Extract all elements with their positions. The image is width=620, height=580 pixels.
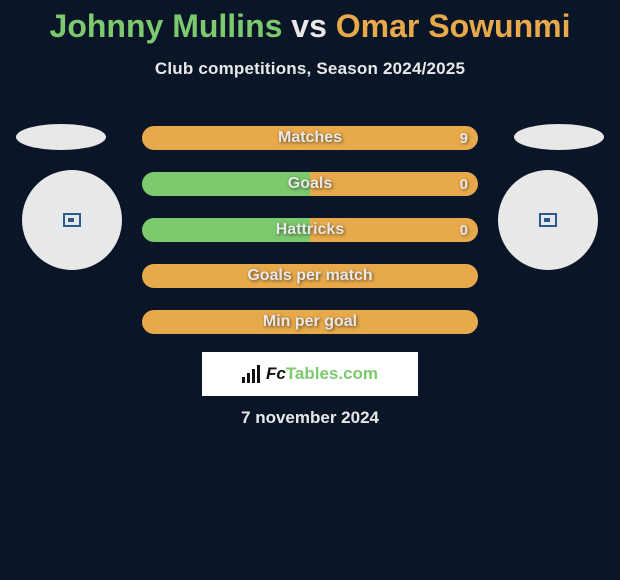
- player2-name: Omar Sowunmi: [336, 8, 571, 44]
- player2-avatar: [498, 170, 598, 270]
- stat-bar: Matches 9: [142, 126, 478, 150]
- stat-bar: Hattricks 0: [142, 218, 478, 242]
- player1-head-ellipse: [16, 124, 106, 150]
- stat-label: Hattricks: [276, 221, 344, 239]
- date-text: 7 november 2024: [0, 408, 620, 428]
- stat-label: Min per goal: [263, 313, 357, 331]
- subtitle: Club competitions, Season 2024/2025: [0, 59, 620, 79]
- vs-text: vs: [291, 8, 327, 44]
- stat-right-value: 0: [460, 176, 468, 193]
- player1-avatar: [22, 170, 122, 270]
- stat-label: Goals per match: [247, 267, 372, 285]
- logo-bars-icon: [242, 365, 260, 383]
- stat-label: Matches: [278, 129, 342, 147]
- fctables-logo: FcTables.com: [202, 352, 418, 396]
- logo-prefix: Fc: [266, 364, 286, 383]
- logo-text: FcTables.com: [266, 364, 378, 384]
- stat-right-value: 0: [460, 222, 468, 239]
- avatar-placeholder-icon: [539, 213, 557, 227]
- stat-bar: Min per goal: [142, 310, 478, 334]
- comparison-title: Johnny Mullins vs Omar Sowunmi: [0, 0, 620, 45]
- avatar-placeholder-icon: [63, 213, 81, 227]
- logo-suffix: Tables.com: [286, 364, 378, 383]
- stat-bar: Goals 0: [142, 172, 478, 196]
- stats-bars: Matches 9 Goals 0 Hattricks 0 Goals per match M…: [142, 126, 478, 356]
- stat-label: Goals: [288, 175, 332, 193]
- stat-right-value: 9: [460, 130, 468, 147]
- stat-bar: Goals per match: [142, 264, 478, 288]
- player2-head-ellipse: [514, 124, 604, 150]
- player1-name: Johnny Mullins: [50, 8, 283, 44]
